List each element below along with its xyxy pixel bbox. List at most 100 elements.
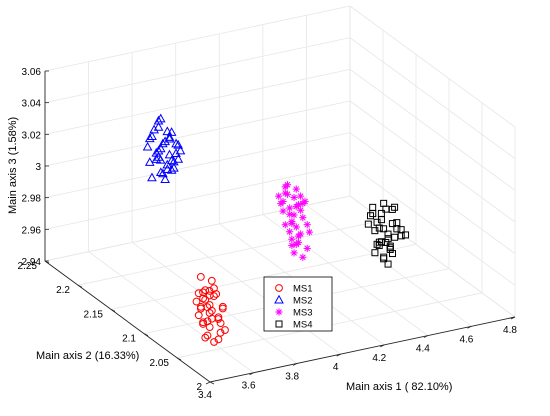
data-point-ms4 (369, 203, 377, 211)
data-point-ms4 (380, 225, 388, 233)
grid-line-z-back (44, 132, 351, 199)
z-tick-label: 2.98 (22, 194, 42, 205)
data-point-ms4 (393, 225, 401, 233)
y-tick-mark (143, 333, 149, 336)
y-tick-label: 2.05 (150, 358, 170, 369)
x-tick-mark (380, 344, 385, 348)
legend-marker-ms4 (275, 320, 283, 328)
x-tick-mark (423, 335, 429, 338)
z-tick-label: 2.94 (22, 257, 42, 268)
data-point-ms3 (294, 238, 303, 246)
data-point-ms2 (144, 133, 155, 143)
legend-marker-ms2 (274, 294, 284, 304)
data-point-ms3 (294, 232, 303, 240)
data-point-ms4 (384, 235, 392, 243)
data-point-ms2 (157, 138, 168, 148)
grid-line-y-floor (110, 244, 417, 310)
data-point-ms3 (299, 214, 307, 222)
y-tick-label: 2 (196, 382, 202, 393)
x-tick-label: 4.4 (416, 344, 430, 355)
x-tick-mark (205, 381, 211, 385)
data-point-ms1 (199, 288, 207, 297)
data-point-ms2 (166, 155, 177, 165)
x-tick-mark (336, 353, 341, 357)
legend-label: MS4 (293, 320, 313, 331)
data-point-ms1 (194, 289, 203, 298)
data-point-ms1 (205, 291, 214, 300)
data-point-ms1 (197, 302, 205, 311)
data-point-ms3 (297, 206, 305, 214)
data-point-ms2 (142, 141, 153, 151)
data-point-ms1 (210, 284, 218, 293)
x-tick-mark (249, 372, 254, 376)
data-point-ms4 (397, 226, 405, 234)
data-point-ms4 (388, 250, 396, 258)
data-point-ms1 (201, 286, 210, 295)
data-point-ms3 (279, 207, 287, 215)
grid-line-z-back (44, 100, 351, 167)
y-tick-label: 2.1 (122, 334, 136, 345)
z-axis-label: Main axis 3 (1.58%) (7, 117, 19, 214)
data-point-ms3 (292, 223, 300, 231)
legend-label: MS2 (293, 296, 313, 307)
x-axis-label: Main axis 1 ( 82.10%) (346, 381, 452, 393)
data-point-ms2 (171, 148, 181, 157)
data-point-ms2 (169, 156, 179, 166)
data-point-ms1 (218, 302, 227, 311)
y-tick-mark (77, 284, 83, 288)
grid-line-z-side (349, 69, 516, 191)
legend-marker-ms1 (275, 284, 283, 292)
data-point-ms1 (199, 318, 207, 327)
data-point-ms1 (214, 313, 223, 322)
data-point-ms2 (153, 121, 164, 131)
data-point-ms3 (286, 204, 294, 212)
data-point-ms2 (149, 124, 159, 134)
data-point-ms4 (388, 220, 396, 228)
y-axis-line (44, 260, 211, 383)
z-tick-label: 3.04 (22, 99, 42, 110)
tick-labels: 3.4 3.6 3.8 4 4.2 4.4 4.6 4.8 2 2.05 2.1 2.15 2.2 2.2… (18, 67, 518, 401)
data-point-ms3 (292, 203, 300, 211)
data-point-ms2 (164, 149, 175, 159)
data-point-ms3 (305, 228, 313, 236)
data-point-ms4 (380, 255, 388, 263)
data-point-ms4 (364, 220, 372, 228)
x-tick-mark (510, 316, 516, 320)
data-point-ms2 (147, 131, 157, 141)
data-point-ms3 (288, 219, 296, 227)
z-tick-label: 2.96 (22, 225, 42, 236)
data-point-ms1 (201, 333, 210, 342)
data-point-ms1 (210, 338, 218, 346)
grid-line-z-side (349, 100, 516, 223)
data-point-ms3 (286, 228, 294, 236)
y-axis-label: Main axis 2 (16.33%) (36, 350, 139, 362)
data-point-ms2 (164, 133, 175, 143)
data-point-ms1 (201, 295, 210, 304)
grid-line-x-floor (131, 242, 298, 364)
data-point-ms3 (283, 190, 291, 198)
data-point-ms4 (371, 249, 379, 257)
data-point-ms3 (290, 249, 298, 257)
x-tick-mark (467, 325, 472, 329)
data-point-ms1 (194, 311, 203, 320)
z-tick-label: 3 (35, 162, 41, 173)
data-point-ms2 (155, 143, 166, 153)
x-tick-label: 4 (333, 362, 339, 373)
x-tick-label: 4.2 (372, 353, 386, 364)
data-point-ms2 (151, 154, 162, 163)
data-point-ms3 (281, 183, 289, 191)
data-point-ms3 (277, 200, 285, 208)
data-point-ms2 (175, 145, 186, 155)
data-points (142, 113, 410, 346)
x-tick-label: 3.8 (285, 371, 299, 382)
y-tick-label: 2.2 (56, 285, 70, 296)
y-tick-mark (209, 381, 215, 385)
data-point-ms1 (216, 328, 225, 337)
grid-line-z-side (349, 164, 516, 286)
data-point-ms2 (160, 174, 170, 184)
y-tick-label: 2.15 (84, 309, 104, 320)
data-point-ms4 (391, 233, 399, 241)
data-point-ms2 (158, 168, 168, 178)
